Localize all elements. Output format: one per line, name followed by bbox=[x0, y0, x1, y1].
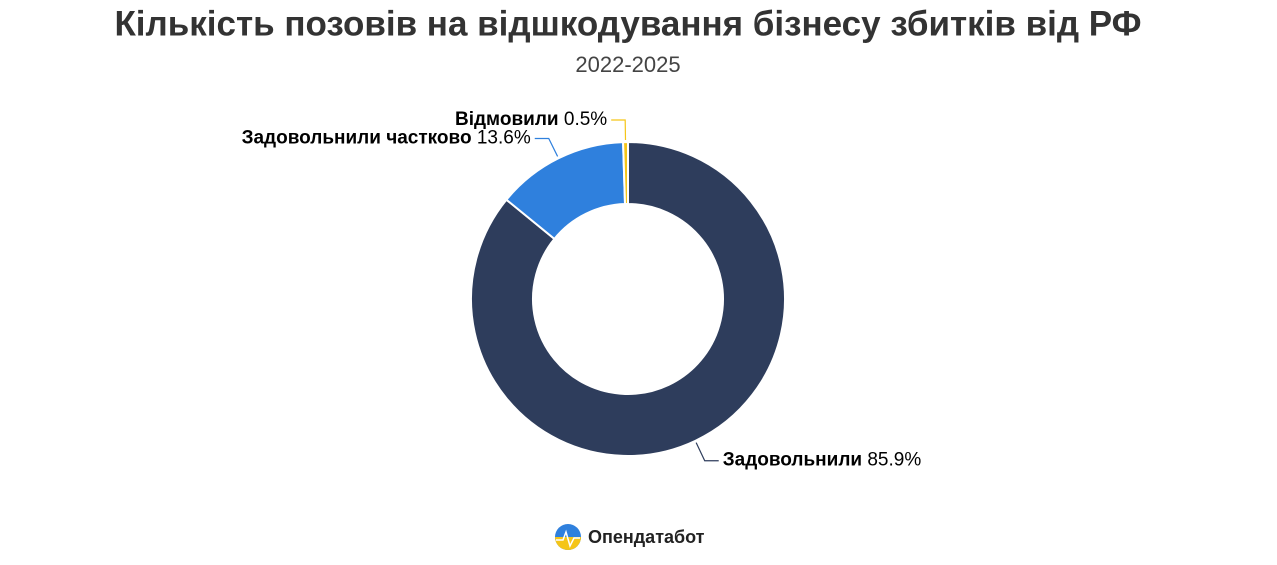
value-label: 85.9% bbox=[867, 450, 921, 471]
donut-segment bbox=[622, 140, 629, 206]
value-label: 0.5% bbox=[564, 109, 607, 130]
data-label: Відмовили 0.5% bbox=[455, 109, 607, 130]
category-label: Задовольнили bbox=[723, 450, 862, 471]
value-label: 13.6% bbox=[477, 128, 531, 149]
leader-line bbox=[611, 119, 627, 141]
chart-subtitle: 2022-2025 bbox=[575, 52, 680, 77]
leader-line bbox=[695, 442, 719, 462]
chart-title: Кількість позовів на відшкодування бізне… bbox=[114, 4, 1141, 43]
donut-segment bbox=[470, 140, 786, 457]
logo bbox=[555, 524, 581, 550]
leader-line bbox=[534, 137, 559, 157]
data-label: Задовольнили частково 13.6% bbox=[242, 128, 531, 149]
source-label: Опендатабот bbox=[588, 527, 705, 547]
category-label: Відмовили bbox=[455, 109, 559, 130]
logo-pulse bbox=[556, 529, 580, 549]
category-label: Задовольнили частково bbox=[242, 128, 472, 149]
data-label: Задовольнили 85.9% bbox=[723, 450, 922, 471]
